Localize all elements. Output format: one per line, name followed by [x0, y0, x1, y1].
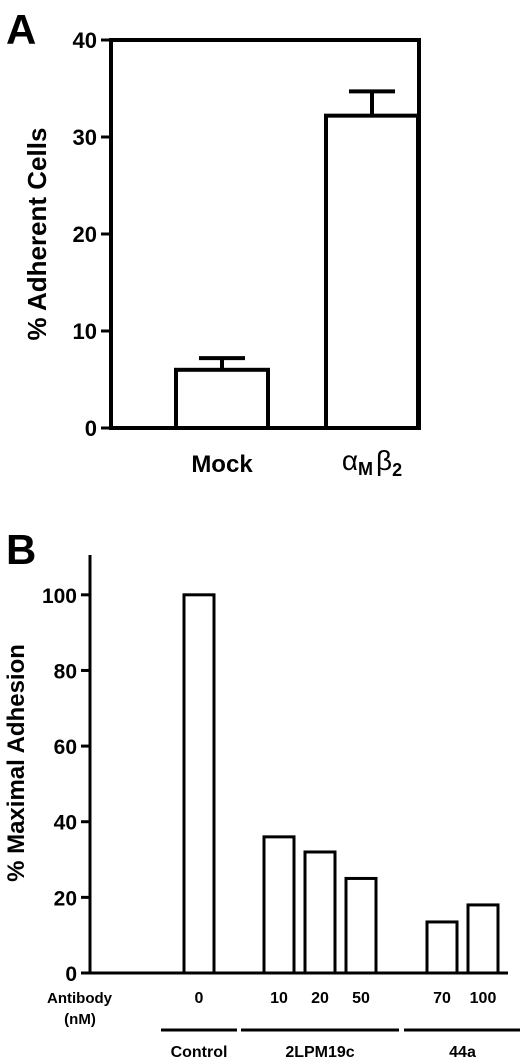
bar — [303, 850, 337, 975]
dose-label: 10 — [270, 990, 288, 1007]
bar — [182, 593, 216, 975]
panel-a-plot: 0 10 20 30 40 Mock αM β2 — [73, 28, 420, 480]
dose-label: 20 — [311, 990, 329, 1007]
panel-b-y-tick-label: 40 — [54, 812, 77, 835]
panel-a-letter: A — [6, 6, 36, 53]
group-label: Control — [171, 1044, 228, 1061]
panel-a-y-tick-label: 20 — [73, 222, 97, 247]
panel-b-letter: B — [6, 526, 36, 573]
panel-a-y-tick-label: 10 — [73, 319, 97, 344]
panel-b-y-tick-label: 0 — [65, 963, 77, 986]
dose-label: 70 — [433, 990, 451, 1007]
panel-b-plot: 0 20 40 60 80 100 0 10 20 50 70 100 Control 2LPM19c 44… — [42, 585, 520, 1061]
group-label: 2LPM19c — [285, 1044, 354, 1061]
dose-label: 100 — [470, 990, 497, 1007]
panel-a-y-tick-label: 0 — [85, 416, 97, 441]
category-label: αM β2 — [342, 445, 402, 480]
bar — [324, 113, 420, 430]
panel-a-y-label: % Adherent Cells — [22, 128, 52, 341]
category-label: Mock — [191, 451, 253, 478]
dose-label: 50 — [352, 990, 370, 1007]
antibody-unit-label: (nM) — [64, 1011, 96, 1028]
panel-b-y-tick-label: 20 — [54, 887, 77, 910]
bar — [174, 367, 270, 430]
group-label: 44a — [449, 1044, 476, 1061]
panel-b-y-tick-label: 100 — [42, 585, 77, 608]
bar — [425, 920, 459, 975]
dose-label: 0 — [195, 990, 204, 1007]
bar — [466, 903, 500, 975]
panel-a-y-tick-label: 40 — [73, 28, 97, 53]
panel-a-y-tick-label: 30 — [73, 125, 97, 150]
antibody-label: Antibody — [47, 990, 113, 1007]
panel-b-y-label: % Maximal Adhesion — [3, 644, 30, 882]
bar — [344, 876, 378, 975]
bar — [262, 835, 296, 975]
panel-b-y-tick-label: 80 — [54, 660, 77, 683]
panel-b-y-tick-label: 60 — [54, 736, 77, 759]
